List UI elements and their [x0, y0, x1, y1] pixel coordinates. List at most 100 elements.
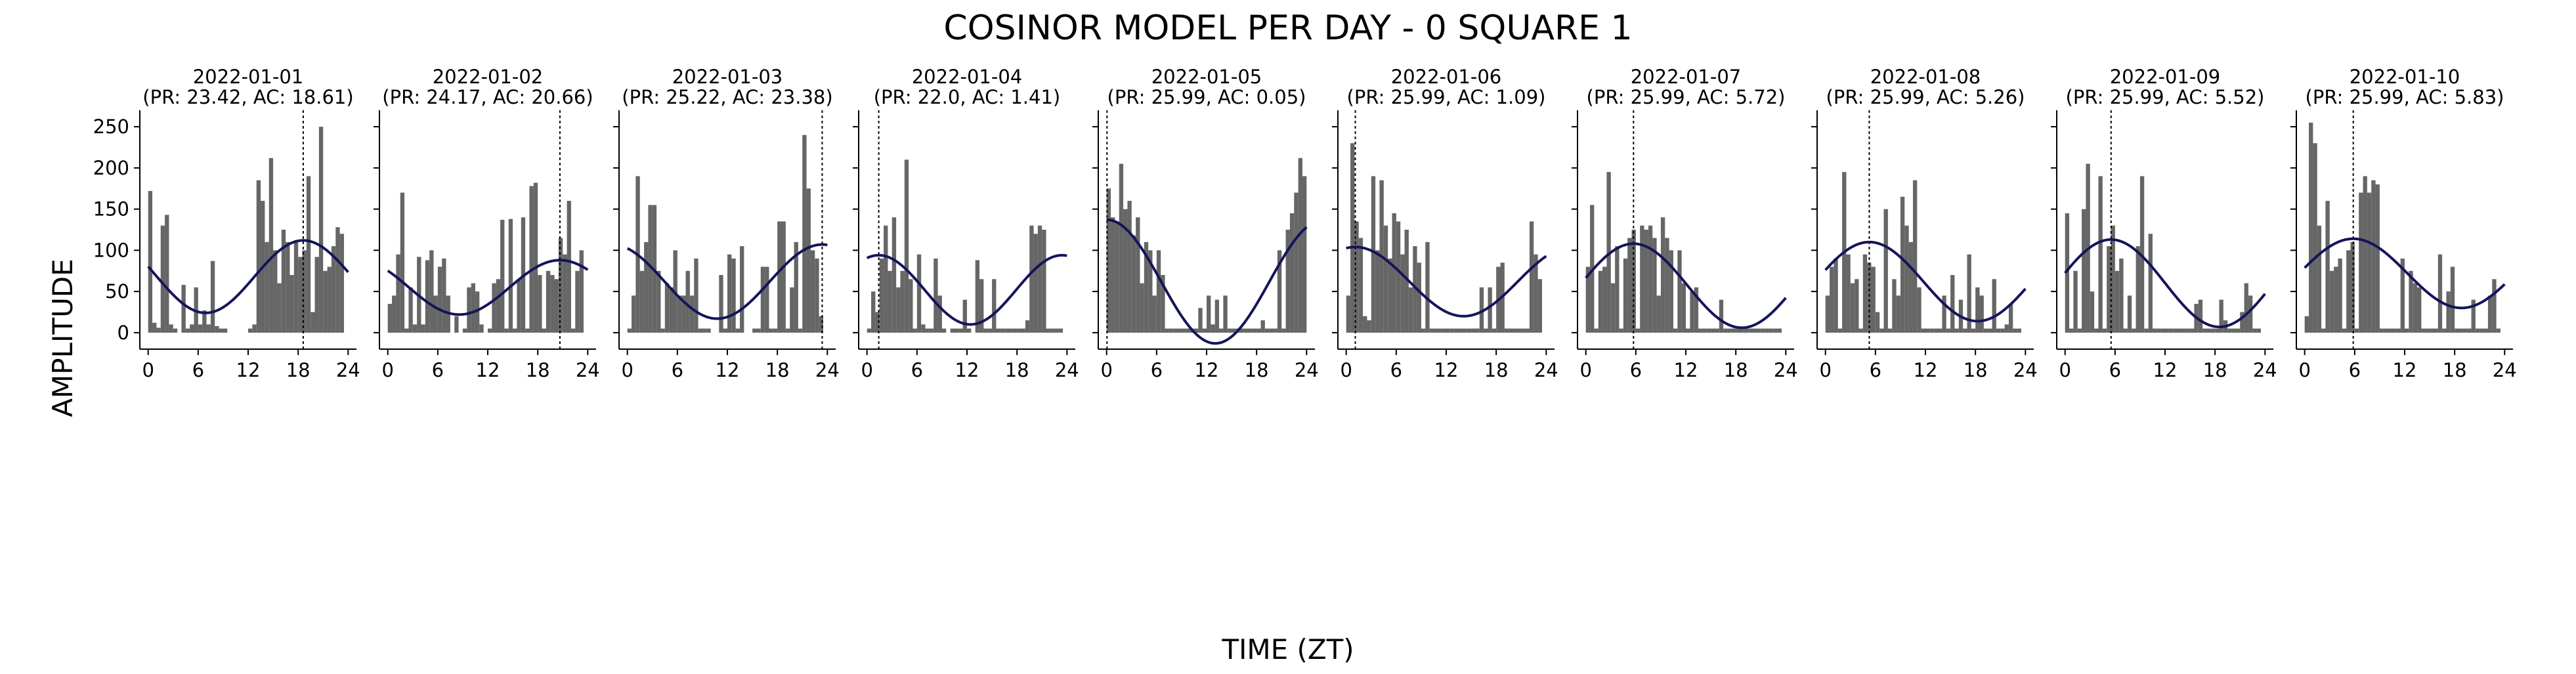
y-tick-label: 100	[93, 239, 129, 261]
bar	[1504, 328, 1509, 333]
bar	[765, 266, 769, 333]
bar	[2190, 328, 2195, 333]
bar	[1602, 266, 1607, 333]
bar	[639, 270, 645, 333]
bar	[306, 176, 311, 333]
bar	[1967, 254, 1971, 333]
x-tick-label: 6	[1630, 359, 1642, 381]
bar	[1892, 279, 1897, 333]
bar	[1144, 242, 1149, 333]
panel-date: 2022-01-08	[1870, 66, 1981, 88]
bar	[1706, 328, 1711, 333]
bar	[1904, 225, 1909, 333]
bar	[223, 328, 228, 333]
bar	[479, 324, 484, 333]
bar	[421, 324, 425, 333]
bar	[2396, 328, 2401, 333]
y-tick-label: 250	[93, 116, 129, 138]
bar	[496, 279, 501, 333]
bar	[1896, 295, 1900, 333]
bar	[740, 246, 744, 333]
bar	[644, 242, 649, 333]
x-tick-label: 6	[1151, 359, 1163, 381]
panel-params: (PR: 23.42, AC: 18.61)	[142, 86, 353, 108]
bar	[1408, 287, 1413, 333]
bar	[1516, 328, 1522, 333]
bar	[1761, 328, 1765, 333]
bar	[2181, 328, 2186, 333]
bar	[1127, 201, 1132, 333]
panel-params: (PR: 25.99, AC: 5.26)	[1826, 86, 2025, 108]
bar	[2442, 328, 2447, 333]
panels-container: 0 6 12 18 24 0 50 100 150 200 250 2022-01-01(PR: 23…	[93, 66, 2517, 381]
bar	[698, 328, 702, 333]
bar	[538, 275, 542, 333]
bar	[2409, 270, 2413, 333]
x-tick-label: 24	[1295, 359, 1319, 381]
bar	[896, 287, 901, 333]
bar	[1748, 328, 1753, 333]
bar	[1269, 328, 1274, 333]
bar	[1488, 287, 1492, 333]
x-tick-label: 18	[1964, 359, 1988, 381]
bar	[2379, 328, 2384, 333]
bar	[2173, 328, 2178, 333]
bar	[810, 250, 815, 333]
bar	[1686, 328, 1690, 333]
bar	[1169, 328, 1174, 333]
bar	[563, 254, 567, 333]
bar	[400, 192, 405, 333]
bar	[723, 328, 727, 333]
bar	[2446, 291, 2451, 333]
bar	[2496, 328, 2501, 333]
bar	[1232, 328, 1236, 333]
bar	[934, 258, 938, 333]
bar	[660, 328, 665, 333]
bar	[909, 279, 913, 333]
bar	[1744, 328, 1749, 333]
bar	[2252, 328, 2257, 333]
y-axis-label: AMPLITUDE	[47, 259, 79, 417]
x-tick-label: 6	[2109, 359, 2121, 381]
bar	[2367, 192, 2372, 333]
bar	[2132, 328, 2136, 333]
bar	[1979, 295, 1984, 333]
bar	[1161, 275, 1165, 333]
bar	[2483, 328, 2488, 333]
bar	[1248, 328, 1253, 333]
bar	[1825, 295, 1830, 333]
x-tick-label: 12	[955, 359, 979, 381]
bar	[517, 279, 521, 333]
panel-date: 2022-01-09	[2110, 66, 2221, 88]
x-tick-label: 0	[621, 359, 633, 381]
bar	[2148, 234, 2153, 333]
bar	[2169, 328, 2174, 333]
bar	[1777, 328, 1782, 333]
bar	[1260, 320, 1265, 333]
bar	[632, 295, 636, 333]
cosinor-fit-line	[2064, 238, 2266, 329]
bar	[2309, 122, 2313, 333]
panel-params: (PR: 24.17, AC: 20.66)	[382, 86, 593, 108]
bar	[2008, 303, 2013, 333]
bar	[404, 328, 409, 333]
bar	[425, 260, 430, 333]
panel-2022-01-08: 0 6 12 18 24 2022-01-08(PR: 25.99, AC: 5.26)	[1811, 66, 2038, 381]
bar	[2392, 328, 2397, 333]
bar	[2475, 328, 2480, 333]
bar	[752, 328, 757, 333]
bar	[1983, 328, 1988, 333]
bar	[2107, 246, 2111, 333]
bar	[1644, 230, 1648, 333]
x-tick-label: 18	[286, 359, 311, 381]
bar	[2400, 258, 2405, 333]
bar	[1660, 217, 1665, 333]
bar	[1354, 221, 1359, 333]
x-tick-label: 18	[1245, 359, 1269, 381]
bar	[790, 287, 794, 333]
bar	[1648, 225, 1653, 333]
bar	[1152, 295, 1157, 333]
bar	[1025, 320, 1030, 333]
bar	[627, 328, 632, 333]
